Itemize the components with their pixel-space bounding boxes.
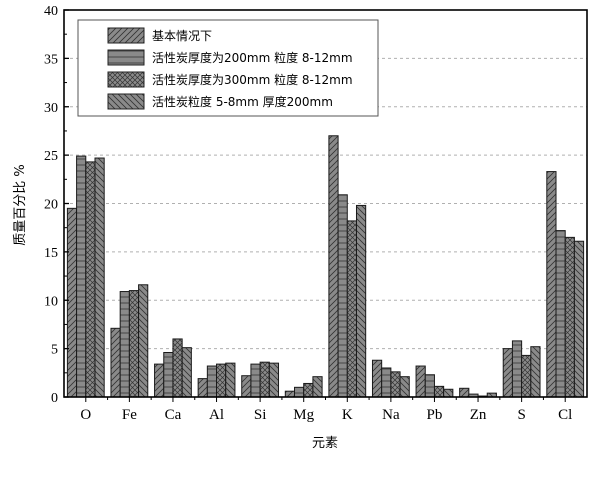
bar-Pb-series-1 (424, 374, 435, 398)
bar-O-series-1 (76, 155, 87, 398)
bar-Pb-series-0 (415, 365, 426, 398)
bar-Fe-series-1 (119, 291, 130, 398)
bar-K-series-0 (328, 135, 339, 398)
bar-Na-series-2 (390, 371, 401, 398)
bar-Al-series-1 (206, 365, 218, 398)
x-tick-label: S (517, 407, 525, 423)
y-tick-label: 30 (44, 101, 58, 116)
bar-S-series-3 (530, 346, 541, 398)
y-tick-label: 5 (51, 343, 58, 358)
y-tick-label: 15 (44, 246, 58, 261)
x-tick-label: Al (209, 407, 224, 423)
bar-Mg-series-0 (284, 390, 296, 398)
bar-Al-series-3 (225, 362, 236, 398)
bar-Ca-series-3 (181, 347, 192, 398)
x-tick-label: K (342, 407, 353, 423)
bar-O-series-3 (94, 157, 105, 398)
bar-S-series-0 (502, 348, 513, 398)
bar-Fe-series-3 (138, 284, 149, 398)
bar-O-series-0 (66, 207, 78, 398)
x-tick-label: Na (382, 407, 400, 423)
bar-Cl-series-2 (564, 236, 575, 398)
bar-S-series-2 (521, 354, 532, 398)
y-tick-label: 10 (44, 294, 58, 309)
legend-swatch (107, 49, 145, 66)
x-tick-label: Cl (558, 407, 572, 423)
bar-Mg-series-3 (312, 376, 323, 398)
bar-K-series-3 (355, 204, 367, 398)
bar-Na-series-0 (371, 359, 383, 398)
bar-Cl-series-3 (573, 240, 585, 398)
bar-Al-series-0 (197, 378, 208, 398)
x-tick-label: Pb (427, 407, 443, 423)
bar-Si-series-2 (259, 361, 270, 398)
bar-Mg-series-2 (303, 382, 314, 398)
y-tick-label: 20 (44, 198, 58, 213)
x-tick-label: Ca (165, 407, 182, 423)
bar-Fe-series-2 (128, 290, 140, 398)
bar-Cl-series-0 (546, 171, 557, 398)
legend-label: 活性炭粒度 5-8mm 厚度200mm (152, 94, 333, 109)
bar-Na-series-3 (399, 376, 410, 398)
bar-Na-series-1 (381, 367, 392, 398)
plot-frame (63, 9, 588, 398)
bar-Fe-series-0 (110, 327, 121, 398)
legend-swatch (107, 93, 145, 110)
bar-Ca-series-0 (154, 363, 165, 398)
bar-Ca-series-2 (172, 338, 183, 398)
x-tick-label: O (80, 407, 91, 423)
bar-Ca-series-1 (163, 351, 174, 398)
y-tick-label: 35 (44, 52, 58, 67)
legend-label: 基本情况下 (152, 29, 212, 43)
x-axis-label: 元素 (312, 436, 338, 451)
bar-K-series-2 (346, 220, 357, 398)
x-tick-label: Fe (122, 407, 137, 423)
y-tick-label: 25 (44, 149, 58, 164)
legend-label: 活性炭厚度为300mm 粒度 8-12mm (152, 72, 353, 87)
bar-Cl-series-1 (555, 230, 566, 398)
bar-Pb-series-2 (433, 385, 445, 398)
bar-Si-series-3 (268, 362, 280, 398)
legend-swatch (107, 71, 145, 88)
bar-Pb-series-3 (443, 388, 454, 398)
x-tick-label: Si (254, 407, 267, 423)
bar-O-series-2 (85, 161, 96, 398)
legend-swatch (107, 27, 145, 44)
bar-Zn-series-0 (459, 387, 470, 398)
bar-Si-series-0 (241, 375, 252, 398)
x-tick-label: Mg (293, 407, 314, 423)
bar-K-series-1 (337, 194, 348, 398)
y-tick-label: 40 (44, 4, 58, 19)
x-tick-label: Zn (470, 407, 487, 423)
bar-S-series-1 (511, 340, 523, 398)
bar-Mg-series-1 (294, 386, 305, 398)
y-axis-label: 质量百分比 % (13, 164, 28, 246)
bar-Si-series-1 (250, 363, 261, 398)
legend-label: 活性炭厚度为200mm 粒度 8-12mm (152, 50, 353, 65)
bar-Al-series-2 (216, 363, 227, 398)
y-tick-label: 0 (51, 391, 58, 406)
